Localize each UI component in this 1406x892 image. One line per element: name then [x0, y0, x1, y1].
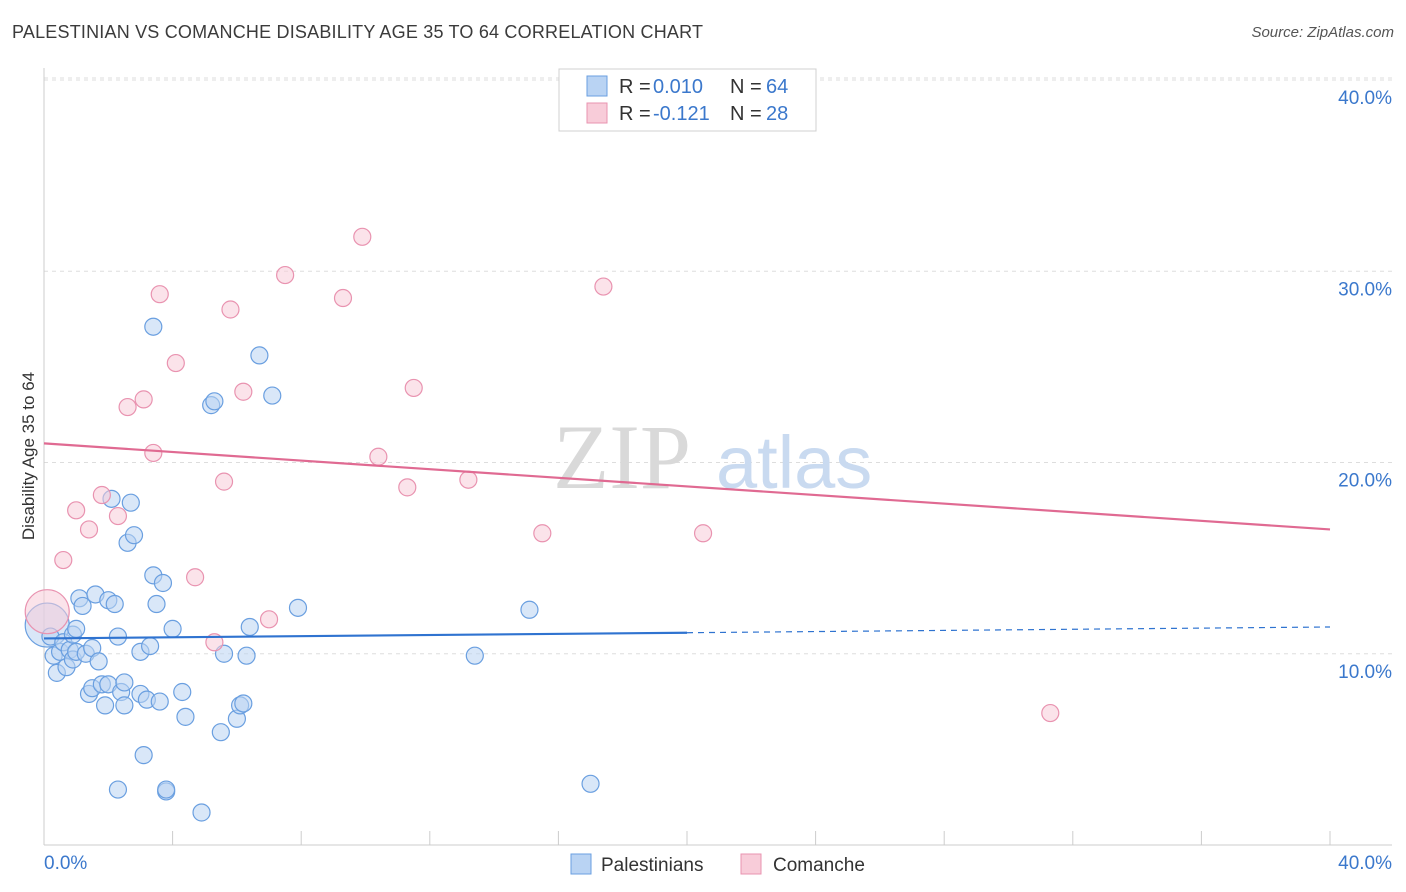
data-point-comanche: [353, 227, 372, 246]
data-point-comanche: [594, 277, 613, 296]
data-point-comanche: [404, 378, 423, 398]
legend-r-label-2: R =: [619, 103, 651, 125]
trend-line-palestinians: [43, 631, 688, 640]
trend-line-comanche: [43, 442, 1331, 531]
data-point-comanche: [333, 288, 353, 308]
legend: R = 0.010 N = 64 R = -0.121 N = 28: [558, 68, 817, 132]
legend-n-value-1: 64: [766, 76, 788, 98]
data-point-palestinians: [153, 573, 173, 593]
y-tick-label: 30.0%: [1338, 279, 1392, 300]
data-point-palestinians: [250, 346, 269, 365]
data-point-palestinians: [144, 317, 163, 336]
data-point-palestinians: [205, 392, 224, 411]
palestinians-points: [24, 317, 600, 822]
data-point-comanche: [276, 265, 295, 285]
data-point-comanche: [166, 353, 185, 373]
x-tick-label-min: 0.0%: [44, 853, 87, 874]
data-point-comanche: [150, 285, 169, 304]
data-point-comanche: [92, 485, 111, 505]
legend-n-value-2: 28: [766, 103, 788, 125]
data-point-palestinians: [163, 619, 182, 638]
data-point-comanche: [1041, 703, 1060, 723]
trend-line-palestinians-extension: [686, 626, 1331, 634]
bottom-legend-label-comanche: Comanche: [773, 855, 865, 876]
bottom-legend-swatch-palestinians: [570, 853, 592, 875]
data-point-comanche: [144, 443, 163, 463]
data-point-palestinians: [73, 596, 92, 616]
data-point-comanche: [79, 520, 99, 539]
data-point-palestinians: [173, 682, 192, 702]
y-axis-label: Disability Age 35 to 64: [19, 372, 38, 540]
data-point-palestinians: [105, 594, 124, 614]
data-point-palestinians: [67, 619, 86, 638]
data-point-palestinians: [211, 723, 230, 742]
chart-title: PALESTINIAN VS COMANCHE DISABILITY AGE 3…: [12, 22, 704, 42]
data-point-palestinians: [237, 646, 256, 665]
data-point-palestinians: [140, 636, 160, 656]
data-point-palestinians: [157, 780, 176, 799]
data-point-comanche: [259, 610, 279, 629]
source-label: Source: ZipAtlas.com: [1251, 24, 1394, 41]
data-point-palestinians: [147, 594, 166, 614]
data-point-palestinians: [192, 803, 211, 822]
data-point-comanche: [118, 397, 137, 417]
data-point-palestinians: [124, 526, 144, 545]
bottom-legend-label-palestinians: Palestinians: [601, 855, 703, 876]
y-tick-labels: 10.0% 20.0% 30.0% 40.0%: [1338, 88, 1392, 683]
data-point-comanche: [24, 589, 70, 635]
data-point-palestinians: [150, 692, 169, 711]
data-point-comanche: [186, 568, 205, 587]
data-point-palestinians: [288, 598, 308, 617]
data-point-palestinians: [263, 386, 282, 405]
y-tick-label: 40.0%: [1338, 88, 1392, 109]
data-point-palestinians: [95, 696, 115, 715]
data-point-palestinians: [134, 746, 153, 765]
data-point-comanche: [221, 300, 240, 319]
x-ticks: [43, 831, 1331, 845]
data-point-palestinians: [89, 652, 108, 671]
data-point-palestinians: [520, 600, 539, 619]
data-point-comanche: [533, 524, 552, 543]
data-point-palestinians: [234, 694, 253, 713]
bottom-legend-swatch-comanche: [740, 853, 762, 875]
data-point-palestinians: [240, 617, 259, 637]
data-point-comanche: [234, 382, 253, 401]
legend-n-label-1: N =: [730, 76, 762, 98]
data-point-palestinians: [176, 707, 195, 726]
data-point-palestinians: [121, 493, 140, 512]
data-point-comanche: [134, 390, 153, 409]
data-point-palestinians: [108, 627, 128, 646]
data-point-comanche: [214, 472, 234, 491]
trend-lines: [43, 442, 1331, 640]
bottom-legend: Palestinians Comanche: [570, 853, 865, 876]
legend-r-label-1: R =: [619, 76, 651, 98]
data-point-palestinians: [581, 774, 600, 793]
y-tick-label: 10.0%: [1338, 662, 1392, 683]
data-point-comanche: [108, 506, 128, 526]
data-point-comanche: [369, 447, 388, 466]
data-point-palestinians: [465, 646, 484, 665]
legend-swatch-comanche: [586, 102, 608, 124]
data-point-comanche: [459, 470, 478, 489]
legend-n-label-2: N =: [730, 103, 762, 125]
watermark-zip: ZIP: [553, 406, 691, 508]
data-point-comanche: [67, 501, 86, 520]
grid-lines: [44, 77, 1392, 655]
watermark-atlas: atlas: [716, 421, 872, 504]
data-point-comanche: [693, 524, 713, 543]
data-point-palestinians: [115, 696, 134, 715]
legend-r-value-1: 0.010: [653, 76, 703, 98]
comanche-points: [24, 227, 1060, 723]
x-tick-label-max: 40.0%: [1338, 853, 1392, 874]
data-point-comanche: [54, 550, 73, 570]
legend-swatch-palestinians: [586, 75, 608, 97]
axes: [43, 68, 1392, 846]
data-point-palestinians: [108, 780, 128, 799]
data-point-palestinians: [115, 673, 134, 692]
data-point-comanche: [398, 478, 417, 497]
legend-r-value-2: -0.121: [653, 103, 710, 125]
y-tick-label: 20.0%: [1338, 471, 1392, 492]
watermark: ZIP atlas: [553, 406, 872, 508]
